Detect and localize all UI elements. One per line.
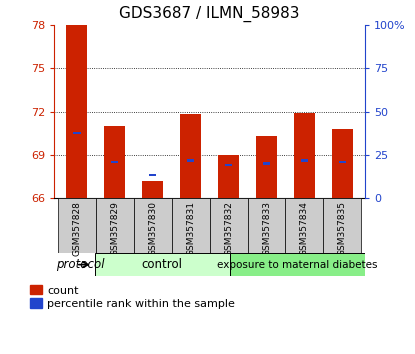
Text: exposure to maternal diabetes: exposure to maternal diabetes bbox=[217, 259, 378, 270]
Bar bbox=[263, 162, 270, 165]
Bar bbox=[323, 198, 361, 253]
Text: GSM357831: GSM357831 bbox=[186, 201, 195, 256]
Bar bbox=[256, 136, 277, 198]
Bar bbox=[149, 174, 156, 176]
Text: GSM357828: GSM357828 bbox=[72, 201, 81, 256]
Bar bbox=[210, 198, 247, 253]
Bar bbox=[294, 113, 315, 198]
Bar bbox=[95, 253, 230, 276]
Text: GSM357833: GSM357833 bbox=[262, 201, 271, 256]
Text: GSM357834: GSM357834 bbox=[300, 201, 309, 256]
Bar bbox=[332, 129, 353, 198]
Bar bbox=[58, 198, 96, 253]
Bar bbox=[286, 198, 323, 253]
Bar bbox=[247, 198, 286, 253]
Bar bbox=[104, 126, 125, 198]
Bar bbox=[230, 253, 365, 276]
Text: GSM357835: GSM357835 bbox=[338, 201, 347, 256]
Legend: count, percentile rank within the sample: count, percentile rank within the sample bbox=[30, 285, 235, 309]
Bar bbox=[142, 181, 163, 198]
Bar bbox=[339, 161, 346, 164]
Bar bbox=[96, 198, 134, 253]
Bar bbox=[73, 132, 81, 135]
Bar bbox=[225, 164, 232, 166]
Text: GSM357829: GSM357829 bbox=[110, 201, 119, 256]
Bar bbox=[187, 159, 194, 162]
Text: GSM357832: GSM357832 bbox=[224, 201, 233, 256]
Bar bbox=[301, 159, 308, 162]
Bar bbox=[134, 198, 172, 253]
Text: GSM357830: GSM357830 bbox=[148, 201, 157, 256]
Text: protocol: protocol bbox=[56, 258, 104, 271]
Bar bbox=[218, 155, 239, 198]
Bar bbox=[172, 198, 210, 253]
Text: control: control bbox=[142, 258, 183, 271]
Title: GDS3687 / ILMN_58983: GDS3687 / ILMN_58983 bbox=[120, 6, 300, 22]
Bar bbox=[111, 161, 118, 164]
Bar bbox=[180, 114, 201, 198]
Bar bbox=[66, 25, 87, 198]
